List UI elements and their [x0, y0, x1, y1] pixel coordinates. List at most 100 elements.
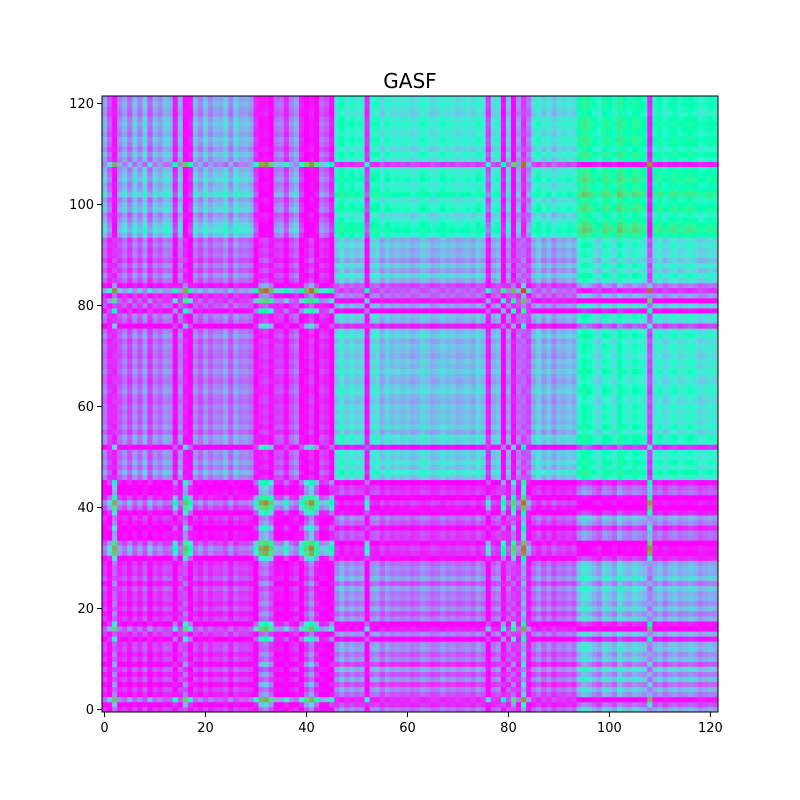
heatmap-cell	[551, 570, 557, 577]
heatmap-cell	[571, 510, 577, 516]
heatmap-cell	[273, 525, 280, 531]
heatmap-cell	[632, 661, 638, 667]
heatmap-cell	[349, 510, 355, 516]
heatmap-cell	[712, 661, 719, 667]
heatmap-cell	[202, 676, 209, 683]
heatmap-cell	[384, 570, 391, 577]
heatmap-cell	[516, 590, 522, 597]
heatmap-cell	[657, 580, 663, 587]
heatmap-cell	[420, 595, 426, 602]
heatmap-cell	[157, 520, 163, 526]
heatmap-cell	[627, 595, 633, 602]
heatmap-cell	[526, 595, 532, 602]
heatmap-cell	[475, 504, 482, 511]
heatmap-cell	[687, 580, 694, 587]
heatmap-cell	[642, 696, 648, 703]
heatmap-cell	[238, 515, 244, 521]
heatmap-cell	[233, 636, 239, 642]
heatmap-cell	[147, 580, 153, 587]
heatmap-cell	[581, 555, 588, 561]
heatmap-cell	[586, 621, 593, 627]
heatmap-cell	[500, 691, 507, 698]
heatmap-cell	[591, 676, 598, 683]
heatmap-cell	[617, 530, 623, 536]
heatmap-cell	[258, 540, 264, 546]
heatmap-cell	[167, 681, 174, 688]
heatmap-cell	[283, 646, 290, 652]
heatmap-cell	[298, 555, 305, 561]
heatmap-cell	[536, 565, 542, 571]
heatmap-cell	[475, 570, 482, 577]
heatmap-cell	[359, 595, 365, 602]
heatmap-cell	[687, 575, 694, 582]
heatmap-cell	[359, 626, 365, 632]
heatmap-cell	[510, 575, 517, 582]
heatmap-cell	[637, 701, 643, 708]
heatmap-cell	[283, 661, 290, 667]
heatmap-cell	[500, 510, 507, 516]
heatmap-cell	[354, 636, 360, 642]
heatmap-cell	[465, 600, 471, 607]
heatmap-cell	[510, 656, 517, 662]
heatmap-cell	[122, 540, 128, 546]
heatmap-cell	[702, 661, 709, 667]
heatmap-cell	[480, 666, 487, 672]
heatmap-cell	[521, 565, 527, 571]
heatmap-cell	[617, 656, 623, 662]
heatmap-cell	[485, 641, 492, 647]
heatmap-cell	[647, 565, 653, 571]
heatmap-cell	[253, 616, 259, 622]
heatmap-cell	[672, 545, 678, 551]
heatmap-cell	[233, 611, 239, 617]
heatmap-cell	[384, 550, 391, 556]
heatmap-cell	[682, 706, 689, 713]
heatmap-cell	[364, 661, 370, 667]
heatmap-cell	[707, 616, 714, 622]
heatmap-cell	[102, 626, 108, 632]
heatmap-cell	[601, 600, 608, 607]
heatmap-cell	[667, 530, 673, 536]
heatmap-cell	[238, 701, 244, 708]
heatmap-cell	[541, 545, 547, 551]
heatmap-cell	[278, 621, 285, 627]
heatmap-cell	[591, 520, 598, 526]
heatmap-cell	[364, 510, 370, 516]
heatmap-cell	[521, 510, 527, 516]
heatmap-cell	[147, 656, 153, 662]
heatmap-cell	[303, 600, 310, 607]
heatmap-cell	[187, 575, 194, 582]
heatmap-cell	[516, 696, 522, 703]
heatmap-cell	[581, 696, 588, 703]
heatmap-cell	[627, 631, 633, 637]
heatmap-cell	[389, 651, 396, 657]
heatmap-cell	[157, 696, 163, 703]
heatmap-cell	[112, 595, 118, 602]
heatmap-cell	[581, 656, 588, 662]
heatmap-cell	[495, 575, 502, 582]
heatmap-cell	[319, 686, 325, 693]
heatmap-cell	[420, 510, 426, 516]
heatmap-cell	[344, 646, 350, 652]
heatmap-cell	[177, 595, 184, 602]
heatmap-cell	[470, 515, 476, 521]
heatmap-cell	[389, 510, 396, 516]
heatmap-cell	[485, 686, 492, 693]
heatmap-cell	[263, 585, 269, 592]
heatmap-cell	[505, 621, 512, 627]
heatmap-cell	[682, 605, 689, 612]
heatmap-cell	[692, 686, 699, 693]
heatmap-cell	[586, 515, 593, 521]
heatmap-cell	[162, 631, 168, 637]
heatmap-cell	[536, 701, 542, 708]
heatmap-cell	[319, 631, 325, 637]
heatmap-cell	[495, 621, 502, 627]
heatmap-cell	[576, 550, 583, 556]
heatmap-cell	[339, 681, 345, 688]
heatmap-cell	[213, 525, 219, 531]
heatmap-cell	[455, 525, 461, 531]
heatmap-cell	[187, 691, 194, 698]
heatmap-cell	[152, 666, 158, 672]
heatmap-cell	[273, 520, 280, 526]
heatmap-cell	[213, 595, 219, 602]
heatmap-cell	[283, 575, 290, 582]
